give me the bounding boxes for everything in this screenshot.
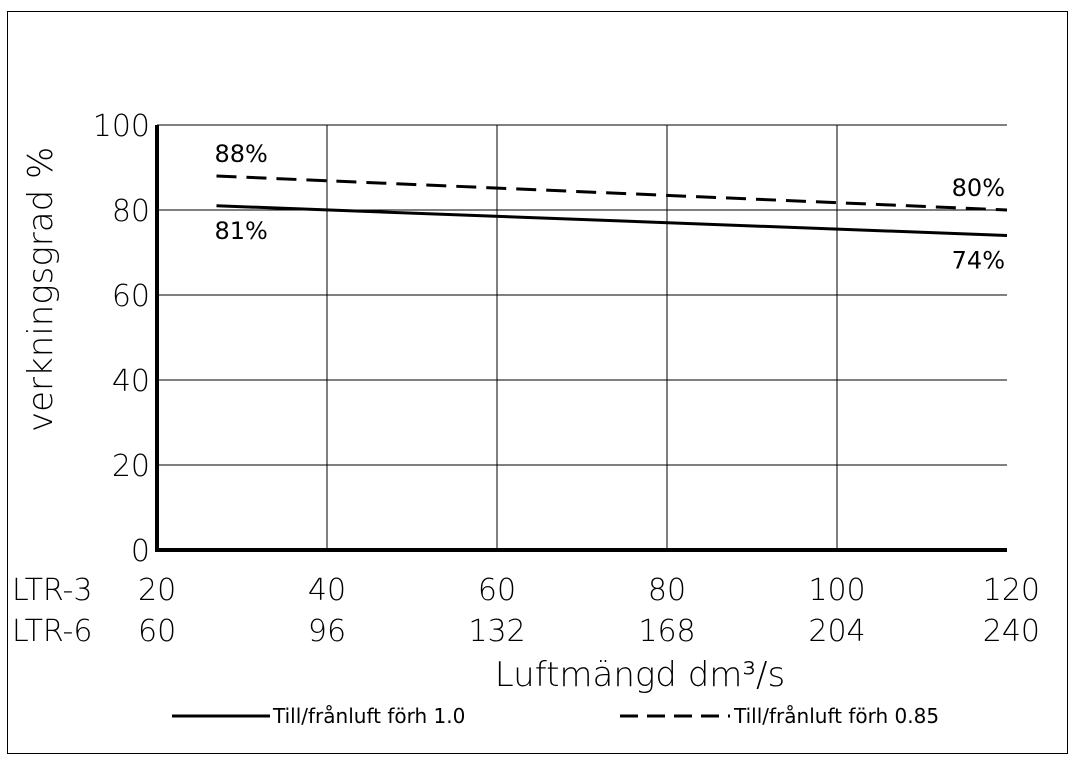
x-axis-label: Luftmängd dm³/s	[495, 655, 785, 695]
y-axis-label: verkningsgrad %	[21, 147, 61, 432]
legend-label-solid: Till/frånluft förh 1.0	[272, 704, 465, 728]
axes	[155, 125, 1007, 552]
y-tick-label: 60	[112, 279, 150, 314]
series-line-dashed	[216, 174, 1008, 212]
y-tick-label: 80	[112, 194, 150, 229]
x-row-label: LTR-6	[12, 614, 92, 649]
y-tick-label: 0	[131, 534, 150, 569]
outer-border	[7, 11, 1068, 754]
y-tick-label: 100	[93, 109, 150, 144]
annotations: 88% 81% 80% 74%	[215, 140, 1006, 275]
data-label: 74%	[952, 247, 1005, 275]
tick-labels: 0 20 40 60 80 100 LTR-3 20 40 60 80 100 120 LTR-6 60 96…	[12, 109, 1040, 649]
x-tick-label: 168	[638, 614, 695, 649]
x-tick-label: 60	[478, 573, 516, 608]
y-tick-label: 40	[112, 364, 150, 399]
x-tick-label: 204	[808, 614, 865, 649]
data-label: 88%	[215, 140, 268, 168]
legend-label-dashed: Till/frånluft förh 0.85	[733, 704, 939, 728]
series-group	[216, 174, 1008, 237]
data-label: 81%	[215, 217, 268, 245]
x-tick-label: 132	[468, 614, 525, 649]
x-tick-label: 240	[983, 614, 1040, 649]
y-tick-label: 20	[112, 449, 150, 484]
x-tick-label: 100	[808, 573, 865, 608]
x-tick-label: 120	[983, 573, 1040, 608]
x-tick-label: 96	[308, 614, 346, 649]
x-tick-label: 20	[138, 573, 176, 608]
x-tick-label: 60	[138, 614, 176, 649]
x-tick-label: 40	[308, 573, 346, 608]
series-line-solid	[216, 204, 1008, 237]
data-label: 80%	[952, 174, 1005, 202]
x-row-label: LTR-3	[12, 573, 92, 608]
x-tick-label: 80	[648, 573, 686, 608]
grid	[157, 124, 1007, 550]
legend: Till/frånluft förh 1.0 Till/frånluft för…	[172, 704, 939, 728]
